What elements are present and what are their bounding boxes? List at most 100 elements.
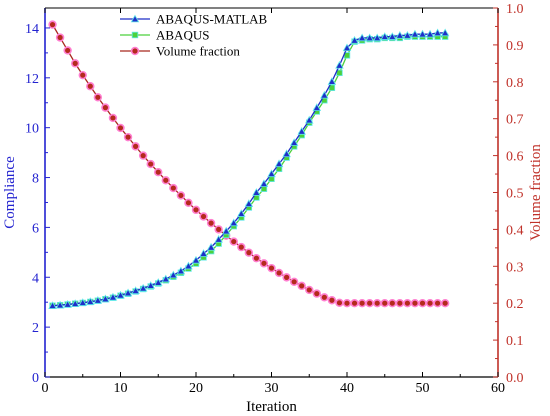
- data-point: [63, 46, 72, 55]
- data-point: [350, 35, 359, 44]
- data-point: [357, 33, 367, 42]
- data-point: [161, 176, 171, 185]
- data-point: [237, 209, 246, 217]
- data-point: [146, 281, 155, 289]
- y2-tick-label: 0.3: [506, 260, 524, 275]
- data-point: [206, 218, 216, 228]
- data-point: [86, 82, 95, 91]
- data-point: [221, 226, 231, 235]
- data-point: [55, 300, 65, 309]
- data-point: [108, 113, 118, 123]
- data-point: [237, 242, 246, 252]
- y-tick-label: 2: [32, 321, 39, 336]
- data-point: [380, 32, 390, 40]
- legend-swatch-abaqus-matlab: [120, 14, 150, 23]
- data-point: [327, 77, 337, 85]
- data-point: [78, 70, 87, 80]
- data-point: [229, 237, 238, 246]
- data-point: [176, 191, 186, 200]
- y2-tick-label: 0.2: [506, 297, 524, 312]
- x-tick-label: 10: [114, 381, 128, 396]
- data-point: [297, 126, 306, 135]
- legend-entry: ABAQUS: [120, 28, 209, 43]
- y2-axis-title: Volume fraction: [528, 144, 544, 241]
- data-point: [433, 299, 442, 308]
- x-axis-title: Iteration: [246, 399, 297, 415]
- data-point: [259, 259, 269, 268]
- data-point: [70, 59, 80, 68]
- data-point: [229, 218, 239, 227]
- data-point: [70, 299, 80, 307]
- data-point: [425, 299, 435, 308]
- series-abaqus-matlab: [48, 28, 450, 309]
- data-point: [267, 169, 276, 178]
- y-tick-label: 4: [32, 271, 39, 286]
- data-point: [259, 179, 269, 188]
- legend-entry: Volume fraction: [120, 44, 240, 59]
- data-point: [199, 249, 208, 257]
- legend-swatch-volume-fraction: [120, 46, 150, 56]
- data-point: [327, 296, 337, 305]
- data-point: [289, 277, 299, 286]
- data-point: [365, 299, 374, 308]
- data-point: [214, 234, 223, 243]
- y-tick-label: 8: [32, 172, 39, 187]
- data-point: [169, 270, 178, 279]
- data-point: [403, 299, 412, 308]
- data-point: [184, 261, 193, 270]
- data-point: [244, 248, 254, 257]
- data-point: [380, 299, 389, 308]
- data-point: [312, 103, 322, 112]
- data-point: [123, 132, 133, 142]
- data-point: [146, 159, 155, 169]
- y-axis-title: Compliance: [2, 156, 18, 229]
- data-point: [433, 28, 442, 37]
- y2-tick-label: 1.0: [506, 2, 524, 17]
- data-point: [267, 263, 276, 273]
- data-point: [131, 142, 140, 151]
- data-point: [55, 33, 65, 42]
- x-tick-label: 40: [340, 381, 354, 396]
- legend-label: ABAQUS: [156, 28, 209, 43]
- data-point: [48, 20, 57, 29]
- data-point: [372, 33, 382, 42]
- data-point: [320, 293, 329, 302]
- data-point: [169, 183, 178, 193]
- data-point: [161, 274, 171, 283]
- data-point: [101, 294, 110, 303]
- data-point: [274, 268, 284, 278]
- data-point: [297, 281, 306, 291]
- data-point: [440, 28, 450, 37]
- data-point: [425, 29, 435, 38]
- data-point: [138, 151, 148, 160]
- data-point: [48, 301, 57, 309]
- data-point: [101, 103, 110, 112]
- data-point: [440, 299, 450, 308]
- legend-entry: ABAQUS-MATLAB: [120, 12, 268, 27]
- data-point: [289, 138, 299, 146]
- legend-marker: [131, 31, 139, 39]
- x-tick-label: 30: [265, 381, 279, 396]
- y2-tick-label: 0.7: [506, 113, 524, 128]
- data-point: [63, 300, 72, 308]
- data-point: [410, 299, 420, 308]
- data-point: [274, 159, 284, 168]
- data-point: [373, 299, 382, 308]
- data-point: [86, 297, 95, 305]
- x-tick-label: 60: [491, 381, 505, 396]
- y-tick-label: 14: [25, 22, 39, 37]
- series-line: [52, 32, 446, 307]
- data-point: [403, 31, 412, 39]
- y-tick-label: 12: [25, 72, 39, 87]
- y2-tick-label: 0.6: [506, 150, 524, 165]
- data-point: [282, 273, 291, 282]
- data-point: [335, 298, 344, 308]
- series-volume-fraction: [48, 20, 450, 308]
- data-point: [184, 198, 193, 208]
- data-point: [78, 298, 88, 306]
- legend-label: ABAQUS-MATLAB: [156, 12, 268, 27]
- data-point: [214, 225, 223, 234]
- data-point: [138, 283, 148, 292]
- data-point: [388, 299, 397, 308]
